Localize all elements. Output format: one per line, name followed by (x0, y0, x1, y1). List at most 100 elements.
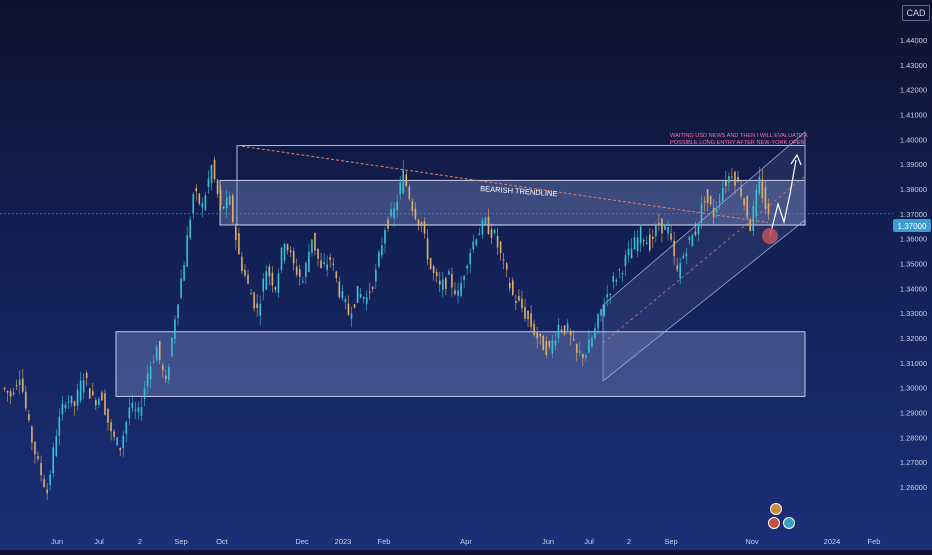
currency-badge[interactable]: CAD (902, 5, 930, 21)
x-axis-label: Jun (51, 537, 63, 546)
x-axis[interactable]: Jun Jul 2 Sep Oct Dec 2023 Feb Apr Jun Jul 2 Sep Nov 2… (51, 537, 881, 546)
candle-body (378, 251, 380, 267)
x-axis-label: 2 (138, 537, 142, 546)
x-axis-label: Apr (460, 537, 472, 546)
x-axis-label: Jul (584, 537, 594, 546)
candle-body (426, 238, 429, 260)
y-axis-label: 1.43000 (900, 61, 927, 70)
candle-body (505, 263, 508, 270)
candle-body (365, 297, 368, 304)
candle-body (332, 263, 335, 265)
candle-body (95, 400, 97, 406)
candle-body (448, 271, 450, 275)
candle-body (600, 309, 602, 316)
candle-body (396, 201, 398, 211)
candle-body (253, 292, 255, 309)
candle-body (706, 189, 709, 203)
candle-body (642, 240, 645, 242)
candle-body (305, 263, 307, 277)
candle-body (755, 189, 758, 216)
y-axis-label: 1.31000 (900, 359, 927, 368)
candle-body (195, 188, 198, 192)
candle-body (457, 290, 459, 296)
candle-body (572, 339, 575, 341)
price-label: 1.37000 (893, 219, 931, 232)
x-axis-label: Feb (868, 537, 881, 546)
candle-body (493, 229, 496, 234)
candle-body (545, 341, 548, 356)
candle-body (575, 343, 578, 353)
candle-body (539, 333, 542, 337)
candle-body (502, 259, 505, 261)
candle-body (244, 269, 246, 276)
candle-body (161, 365, 164, 371)
candle-body (186, 235, 188, 267)
candle-body (125, 421, 128, 434)
candle-body (435, 271, 438, 277)
candle-body (98, 398, 100, 405)
candle-body (664, 224, 666, 231)
candle-body (496, 236, 499, 248)
candle-body (582, 354, 584, 358)
y-axis[interactable]: 1.44000 1.43000 1.42000 1.41000 1.40000 1.390… (900, 36, 927, 492)
candle-body (113, 431, 115, 437)
y-axis-label: 1.39000 (900, 160, 927, 169)
candle-body (402, 169, 405, 194)
candle-body (387, 219, 389, 229)
candle-body (347, 303, 350, 315)
candle-body (283, 243, 286, 261)
candle-body (518, 295, 520, 301)
candle-body (679, 263, 682, 279)
candle-body (122, 435, 125, 449)
candle-body (9, 391, 12, 397)
x-axis-label: Nov (745, 537, 759, 546)
candle-body (338, 281, 341, 297)
candle-body (661, 218, 663, 234)
candle-body (158, 341, 161, 361)
candle-body (417, 219, 420, 225)
candle-body (85, 372, 88, 379)
candle-body (588, 339, 590, 353)
candle-body (76, 389, 79, 406)
bearish-trendline (236, 145, 769, 224)
candle-body (414, 208, 417, 219)
candle-body (43, 479, 45, 487)
candle-body (34, 442, 36, 455)
candle-body (271, 272, 274, 286)
x-axis-label: Oct (216, 537, 229, 546)
candle-body (174, 319, 176, 340)
candle-body (655, 225, 657, 237)
candle-body (289, 250, 292, 253)
y-axis-label: 1.30000 (900, 384, 927, 393)
candle-body (578, 351, 581, 353)
candle-body (329, 257, 331, 260)
y-axis-label: 1.33000 (900, 309, 927, 318)
lower-demand-zone (115, 331, 806, 397)
annotation-line-2: POSSIBLE LONG ENTRY AFTER NEW-YORK OPEN (670, 140, 805, 146)
candle-body (728, 176, 730, 183)
candle-body (512, 280, 514, 295)
candle-body (37, 456, 39, 459)
candle-body (15, 385, 18, 387)
candle-body (688, 236, 691, 241)
candle-body (6, 390, 9, 393)
candle-body (423, 221, 426, 234)
candle-body (487, 216, 490, 235)
candle-body (548, 341, 551, 347)
candle-body (131, 403, 134, 409)
candle-body (438, 280, 441, 285)
candle-body (116, 437, 118, 446)
candle-body (703, 201, 706, 203)
candle-body (55, 436, 58, 456)
candle-body (91, 391, 94, 396)
x-axis-label: Dec (295, 537, 309, 546)
candle-body (734, 171, 736, 186)
candle-body (621, 273, 624, 275)
candle-body (530, 313, 532, 328)
candle-body (648, 234, 651, 251)
candle-body (225, 197, 228, 209)
candle-body (70, 395, 73, 404)
projected-path-arrowhead (790, 153, 802, 166)
